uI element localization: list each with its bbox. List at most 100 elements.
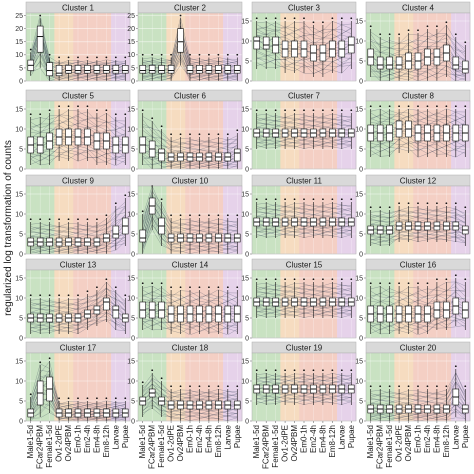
- outlier-point: [29, 218, 32, 221]
- outlier-point: [350, 278, 353, 281]
- x-tick-label: Ov24PBM: [404, 425, 413, 462]
- box-Male1-5d: [367, 385, 374, 421]
- box-Em0-1h: [74, 294, 82, 334]
- panel-title: Cluster 3: [288, 4, 321, 13]
- box-Female1-5d: [386, 385, 393, 421]
- y-tick-label: 5: [245, 146, 249, 153]
- box-FCar24PBM: [36, 294, 44, 334]
- outlier-point: [454, 274, 457, 277]
- box-Em8-12h: [215, 214, 222, 254]
- panel-20: Cluster 20 0 5 10 15: [355, 341, 471, 425]
- outlier-point: [312, 109, 315, 112]
- box-Em4-8h: [319, 109, 327, 149]
- box-Male1-5d: [27, 113, 34, 165]
- outlier-point: [217, 286, 220, 289]
- box-FCar24PBM: [36, 113, 44, 165]
- box-FCar24PBM: [148, 185, 156, 230]
- box-Larvae: [452, 105, 460, 157]
- x-tick-label: Em0-1h: [414, 425, 423, 453]
- outlier-point: [398, 105, 400, 108]
- box-Ov1-2dPE: [55, 397, 63, 421]
- outlier-point: [151, 117, 154, 120]
- outlier-point: [114, 397, 117, 400]
- outlier-point: [160, 377, 163, 380]
- box-Pupae: [348, 369, 355, 405]
- y-tick-label: 0: [245, 251, 249, 258]
- outlier-point: [350, 109, 353, 112]
- y-tick-label: 0: [19, 251, 23, 258]
- box-Ov1-2dPE: [395, 282, 403, 334]
- box-Em4-8h: [319, 369, 327, 405]
- box-Em8-12h: [103, 56, 110, 81]
- panel-7: Cluster 7 0 5 10 15: [241, 89, 357, 173]
- x-tick-label: FCar24PBM: [36, 425, 45, 469]
- y-tick-label: 0: [359, 335, 363, 342]
- outlier-point: [331, 17, 334, 20]
- y-tick-label: 0: [245, 78, 249, 85]
- y-tick-label: 0: [245, 418, 249, 425]
- box-FCar24PBM: [148, 282, 156, 330]
- box-Ov1-2dPE: [167, 385, 175, 421]
- box-Pupae: [234, 53, 241, 81]
- outlier-point: [179, 214, 182, 217]
- outlier-point: [284, 198, 286, 201]
- box-Male1-5d: [367, 206, 374, 246]
- x-tick-label: Em4-8h: [432, 425, 441, 453]
- outlier-point: [39, 361, 42, 364]
- x-tick-label: Ov1-2dPE: [395, 425, 404, 462]
- y-tick-label: 5: [245, 231, 249, 238]
- box-Em4-8h: [93, 56, 101, 81]
- panel-border: [25, 100, 131, 170]
- box-Pupae: [122, 397, 129, 421]
- box-Em8-12h: [103, 214, 110, 254]
- panel-title: Cluster 2: [174, 4, 207, 13]
- profile-line: [370, 145, 466, 158]
- box-Em2-4h: [84, 397, 91, 421]
- outlier-point: [96, 218, 98, 221]
- box-Female1-5d: [272, 278, 279, 318]
- outlier-point: [426, 202, 429, 205]
- box-Em2-4h: [196, 214, 203, 254]
- box-Ov1-2dPE: [395, 105, 403, 153]
- outlier-point: [303, 369, 305, 372]
- panel-13: Cluster 13 0 5 10 15: [15, 258, 131, 342]
- y-tick-label: 15: [15, 39, 23, 46]
- box-Ov24PBM: [405, 105, 412, 153]
- box-Larvae: [224, 286, 232, 334]
- box-Ov1-2dPE: [167, 53, 175, 81]
- outlier-point: [198, 385, 201, 388]
- y-tick-label: 5: [19, 231, 23, 238]
- outlier-point: [265, 278, 268, 281]
- x-tick-label: Male1-5d: [26, 425, 35, 458]
- panel-border: [25, 269, 131, 339]
- box-FCar24PBM: [36, 361, 44, 417]
- panel-title: Cluster 7: [288, 92, 321, 101]
- box-Larvae: [452, 274, 460, 326]
- outlier-point: [226, 385, 229, 388]
- outlier-point: [417, 202, 419, 205]
- box-Em0-1h: [74, 56, 82, 81]
- outlier-point: [217, 133, 220, 136]
- outlier-point: [369, 206, 372, 209]
- outlier-point: [105, 56, 108, 59]
- outlier-point: [303, 109, 305, 112]
- box-Female1-5d: [46, 218, 53, 254]
- y-tick-label: 15: [15, 275, 23, 282]
- outlier-point: [303, 198, 305, 201]
- outlier-point: [105, 278, 108, 281]
- box-FCar24PBM: [376, 282, 384, 334]
- outlier-point: [67, 294, 70, 297]
- outlier-point: [198, 286, 201, 289]
- panel-border: [251, 12, 357, 82]
- y-tick-label: 15: [241, 191, 249, 198]
- outlier-point: [198, 133, 201, 136]
- panel-border: [251, 100, 357, 170]
- y-tick-label: 0: [131, 166, 135, 173]
- box-Em4-8h: [433, 105, 441, 157]
- box-Larvae: [452, 33, 460, 81]
- box-iqr: [139, 65, 146, 74]
- box-Female1-5d: [386, 105, 393, 157]
- outlier-point: [217, 53, 220, 56]
- outlier-point: [58, 397, 60, 400]
- box-Female1-5d: [46, 53, 53, 81]
